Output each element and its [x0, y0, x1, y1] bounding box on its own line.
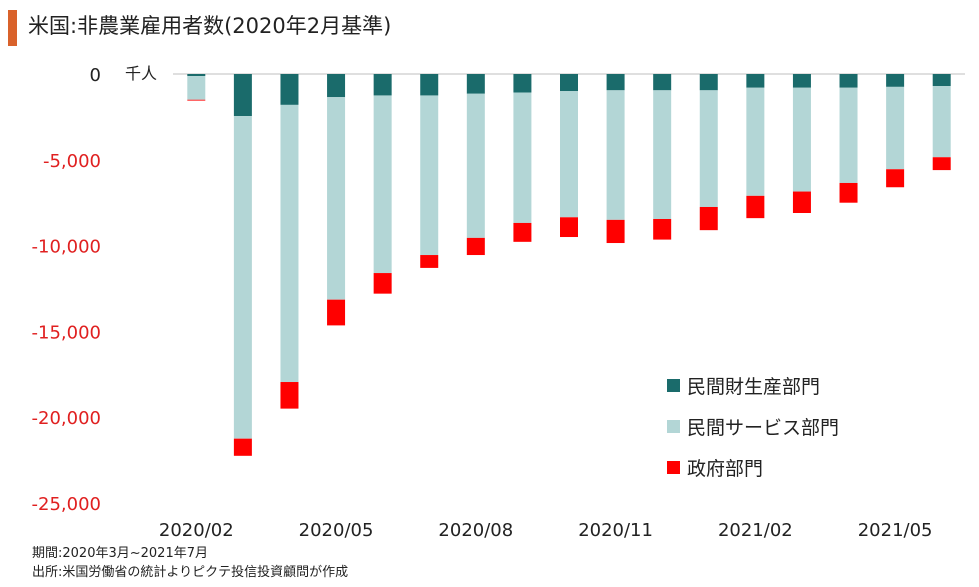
bar-government [792, 191, 811, 213]
bar-services [746, 87, 765, 196]
bar-services [653, 90, 672, 220]
x-tick-label: 2020/05 [299, 520, 374, 541]
bar-services [932, 86, 951, 158]
bar-government [932, 157, 951, 171]
bar-government [187, 99, 206, 101]
y-tick-label: -25,000 [32, 494, 101, 515]
bar-goods [839, 74, 858, 88]
bar-services [792, 87, 811, 192]
legend-item-services: 民間サービス部門 [667, 406, 839, 447]
legend-item-goods: 民間財生産部門 [667, 365, 839, 406]
bar-goods [280, 74, 299, 105]
bar-services [233, 116, 252, 439]
bar-services [373, 95, 392, 274]
legend-swatch-government [667, 461, 680, 474]
chart-legend: 民間財生産部門 民間サービス部門 政府部門 [667, 365, 839, 488]
x-tick-label: 2021/05 [858, 520, 933, 541]
bar-goods [327, 74, 346, 98]
bar-goods [466, 74, 485, 94]
y-tick-label: -15,000 [32, 322, 101, 343]
title-accent-bar [8, 10, 17, 46]
bar-government [280, 382, 299, 409]
bar-services [327, 97, 346, 300]
bar-government [327, 299, 346, 326]
unit-label: 千人 [125, 64, 158, 83]
bar-government [839, 182, 858, 203]
x-tick-label: 2020/11 [578, 520, 653, 541]
footnote-period: 期間:2020年3月~2021年7月 [32, 546, 208, 561]
legend-label-government: 政府部門 [687, 458, 764, 480]
bar-services [606, 90, 625, 220]
bar-services [839, 87, 858, 183]
bar-government [466, 237, 485, 256]
bar-services [560, 91, 578, 218]
legend-label-goods: 民間財生産部門 [687, 376, 821, 398]
bar-government [560, 217, 578, 238]
bar-services [886, 86, 905, 170]
bar-goods [513, 74, 532, 93]
bar-goods [373, 74, 392, 96]
bar-services [513, 92, 532, 223]
legend-swatch-services [667, 420, 680, 433]
x-tick-label: 2021/02 [718, 520, 793, 541]
bar-government [746, 195, 765, 219]
y-tick-label: -10,000 [32, 237, 101, 258]
x-tick-label: 2020/08 [438, 520, 513, 541]
bar-government [886, 169, 905, 188]
bar-government [606, 219, 625, 244]
bar-goods [187, 74, 206, 77]
bar-government [699, 206, 718, 231]
bar-goods [560, 74, 578, 92]
bar-services [699, 90, 718, 207]
y-tick-label: 0 [90, 65, 101, 86]
page-title: 米国:非農業雇用者数(2020年2月基準) [28, 14, 392, 38]
bar-goods [792, 74, 811, 88]
bar-goods [233, 74, 252, 117]
legend-item-government: 政府部門 [667, 447, 839, 488]
bar-services [187, 76, 206, 100]
legend-label-services: 民間サービス部門 [687, 417, 840, 439]
x-tick-label: 2020/02 [159, 520, 234, 541]
bar-goods [699, 74, 718, 91]
legend-swatch-goods [667, 379, 680, 392]
y-tick-label: -20,000 [32, 408, 101, 429]
bar-goods [746, 74, 765, 88]
bar-government [373, 273, 392, 294]
bar-goods [932, 74, 951, 87]
bar-services [280, 104, 299, 383]
bar-government [420, 255, 439, 268]
bar-government [233, 438, 252, 456]
bar-services [420, 95, 439, 256]
y-tick-label: -5,000 [43, 151, 101, 172]
bar-services [466, 93, 485, 238]
bar-goods [886, 74, 905, 87]
bar-goods [606, 74, 625, 91]
bar-goods [653, 74, 672, 91]
bar-government [653, 219, 672, 240]
footnote-source: 出所:米国労働省の統計よりピクテ投信投資顧問が作成 [32, 565, 349, 580]
bar-goods [420, 74, 439, 96]
bar-government [513, 222, 532, 242]
